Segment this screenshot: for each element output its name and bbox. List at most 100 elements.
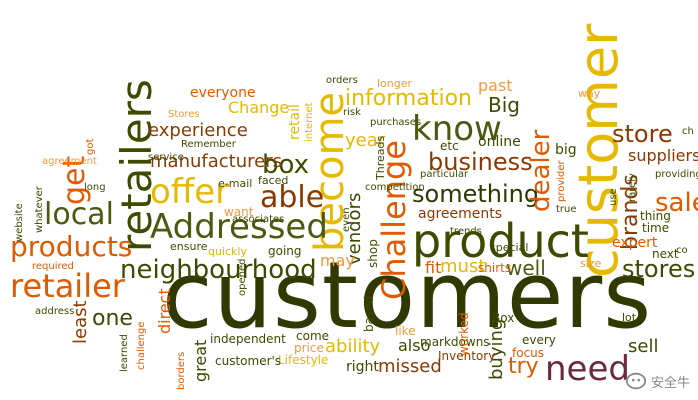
word: e-mail xyxy=(218,177,253,190)
word: something xyxy=(412,180,540,208)
word: competition xyxy=(365,182,425,193)
word: want xyxy=(224,205,254,219)
word: rarely xyxy=(627,173,638,202)
word: independent xyxy=(210,332,286,346)
word: need xyxy=(545,349,630,389)
word: fit xyxy=(425,258,442,277)
word: Lifestyle xyxy=(278,353,329,367)
word: try xyxy=(508,354,539,379)
word: time xyxy=(642,221,670,235)
word: know xyxy=(412,109,502,149)
word: Threads xyxy=(374,135,387,180)
chat-bubble-icon xyxy=(625,372,647,390)
word: orders xyxy=(326,75,358,86)
word: got xyxy=(85,138,96,155)
word: must xyxy=(440,256,486,277)
word: agreements xyxy=(418,206,503,222)
word: big xyxy=(555,142,577,158)
word: even xyxy=(341,207,352,232)
word: year xyxy=(345,130,386,151)
word: like xyxy=(395,324,416,338)
word: size xyxy=(580,257,602,270)
word: also xyxy=(398,336,431,355)
word: risk xyxy=(343,107,361,118)
word: sell xyxy=(628,336,659,357)
word: true xyxy=(556,204,577,215)
word: long xyxy=(84,182,106,193)
word: everyone xyxy=(190,85,256,101)
word: associates xyxy=(232,214,285,225)
word: markdowns xyxy=(420,335,490,349)
word: use xyxy=(608,188,619,206)
word: shop xyxy=(366,239,380,268)
word: business xyxy=(428,148,533,176)
word: Box xyxy=(492,311,515,325)
word: agreement xyxy=(42,156,97,167)
word: online xyxy=(478,134,521,150)
word: offer xyxy=(150,172,230,212)
word: providing xyxy=(655,169,698,180)
word: products xyxy=(10,230,133,263)
word: missed xyxy=(378,356,442,377)
word: ensure xyxy=(170,240,208,253)
word: neighbourhood xyxy=(120,255,317,285)
word: service xyxy=(148,152,184,163)
word: website xyxy=(14,203,25,242)
word: faced xyxy=(258,174,289,187)
word: well xyxy=(506,256,546,280)
word: Addressed xyxy=(150,207,328,247)
watermark-text: 安全牛 xyxy=(650,375,690,391)
word: required xyxy=(32,261,74,272)
word: customers xyxy=(162,242,653,349)
word: customer's xyxy=(215,354,282,368)
word: special xyxy=(490,241,529,254)
word: lot xyxy=(622,311,637,324)
word: challenge xyxy=(136,321,147,370)
word: opened xyxy=(237,258,248,296)
word: Change xyxy=(228,98,290,117)
word: local xyxy=(44,197,114,232)
word: great xyxy=(191,339,210,382)
word: focus xyxy=(512,346,545,360)
word: longer xyxy=(377,77,413,90)
word: information xyxy=(345,86,472,111)
word: expert xyxy=(612,235,658,251)
word: come xyxy=(296,329,330,343)
word: provider xyxy=(556,160,567,202)
watermark: 安全牛 xyxy=(625,370,690,392)
word: suppliers xyxy=(628,146,698,165)
word: quickly xyxy=(208,245,247,258)
word: based xyxy=(362,295,376,332)
word: experience xyxy=(148,120,248,141)
word: right xyxy=(346,359,379,375)
word: worked xyxy=(457,312,471,356)
word: ability xyxy=(325,336,381,357)
word: whatever xyxy=(34,186,45,233)
word: shirts xyxy=(478,261,512,275)
word: past xyxy=(478,76,513,95)
word: dealer xyxy=(526,129,556,212)
word: retail xyxy=(287,104,303,140)
word: manufacturers xyxy=(150,151,282,172)
word: co xyxy=(676,245,688,256)
word: address xyxy=(35,306,75,317)
word: store xyxy=(612,120,673,148)
word: Big xyxy=(488,93,520,117)
word: least xyxy=(70,300,91,344)
word: Inventory xyxy=(438,349,496,363)
word: sale xyxy=(655,188,698,218)
word: borders xyxy=(176,351,187,390)
word: next xyxy=(652,247,679,261)
word: purchases xyxy=(370,117,422,128)
word: way xyxy=(578,87,601,100)
word: product xyxy=(412,214,589,268)
word: one xyxy=(92,306,133,331)
word: retailer xyxy=(10,267,125,305)
word: may xyxy=(320,251,355,270)
word: particular xyxy=(420,169,469,180)
word: ch xyxy=(682,126,694,137)
word: every xyxy=(522,333,556,347)
word: able xyxy=(260,180,325,215)
word: direct xyxy=(155,288,174,334)
